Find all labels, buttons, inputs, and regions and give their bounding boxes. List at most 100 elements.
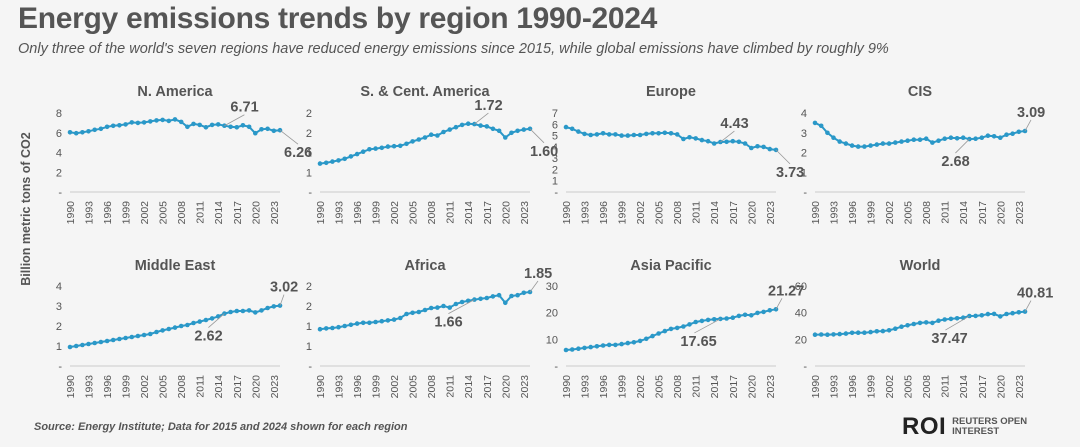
data-point <box>644 336 649 342</box>
x-tick-label: 2017 <box>977 375 989 399</box>
x-tick-label: 1996 <box>102 375 114 399</box>
y-tick-label: 40 <box>795 308 807 320</box>
data-point <box>404 311 409 317</box>
data-point <box>422 307 428 313</box>
y-tick-label: - <box>58 187 62 199</box>
x-tick-label: 2014 <box>709 201 721 225</box>
data-point <box>503 300 508 306</box>
data-point <box>259 127 264 132</box>
x-tick-label: 2023 <box>765 375 777 399</box>
x-tick-label: 2023 <box>519 201 531 225</box>
x-tick-label: 2002 <box>389 375 401 399</box>
data-point <box>843 141 849 146</box>
annotation-leader <box>208 313 225 328</box>
data-point <box>342 156 348 162</box>
data-point <box>825 130 830 136</box>
x-tick-label: 2011 <box>691 201 703 224</box>
chart-title: CIS <box>908 84 933 100</box>
x-tick-label: 2011 <box>940 201 952 224</box>
data-point <box>724 139 729 145</box>
data-point <box>178 323 184 329</box>
chart-panel-4: Middle East - 1 2 3 4 1990 1993 1996 1999 2002 2005… <box>56 258 298 398</box>
data-point <box>936 138 941 143</box>
data-point <box>160 117 165 123</box>
y-tick-label: 2 <box>306 281 312 293</box>
data-point <box>843 331 849 336</box>
x-tick-label: 2005 <box>408 375 420 399</box>
annotation-leader <box>529 280 539 293</box>
data-point <box>129 120 135 125</box>
data-point <box>336 324 341 330</box>
annotation-leader <box>279 129 299 145</box>
data-point <box>422 135 428 140</box>
data-point <box>447 127 453 132</box>
data-point <box>818 123 824 129</box>
data-point <box>253 130 258 136</box>
data-point <box>656 131 661 136</box>
data-point <box>849 143 855 148</box>
annotation-leader <box>224 114 245 127</box>
data-point <box>490 126 496 132</box>
data-point <box>1016 310 1022 315</box>
y-tick-label: - <box>554 361 558 373</box>
data-point <box>253 310 258 315</box>
x-tick-label: 2002 <box>139 375 151 399</box>
data-point <box>905 323 910 328</box>
data-point <box>730 315 736 321</box>
data-point <box>336 158 341 163</box>
data-point <box>1022 128 1028 134</box>
x-tick-label: 2017 <box>232 201 244 225</box>
data-point <box>391 143 397 149</box>
data-point <box>435 305 440 310</box>
y-tick-label: 5 <box>552 131 558 143</box>
y-tick-label: 2 <box>56 167 62 179</box>
data-point <box>923 136 929 141</box>
data-point <box>985 133 991 138</box>
y-tick-label: - <box>554 187 558 199</box>
data-point <box>699 318 705 324</box>
data-point <box>613 132 618 137</box>
annotation-leader <box>775 298 783 310</box>
x-tick-label: 2020 <box>500 201 512 225</box>
y-tick-label: 20 <box>546 308 558 320</box>
data-point <box>459 299 465 305</box>
data-point <box>755 310 760 316</box>
data-point <box>736 313 742 319</box>
data-label: 40.81 <box>1017 286 1053 302</box>
data-point <box>228 309 233 315</box>
data-point <box>265 305 270 311</box>
data-point <box>880 328 886 334</box>
data-point <box>862 330 867 336</box>
x-tick-label: 1996 <box>598 201 610 225</box>
data-point <box>619 133 624 138</box>
data-point <box>868 143 873 148</box>
data-point <box>874 142 880 147</box>
data-point <box>600 131 606 136</box>
chart-title: World <box>900 258 941 274</box>
data-label: 3.73 <box>776 165 804 181</box>
x-tick-label: 1993 <box>84 375 96 399</box>
data-point <box>668 131 674 136</box>
x-tick-label: 2020 <box>746 201 758 225</box>
data-point <box>435 133 440 138</box>
data-point <box>749 145 754 151</box>
data-point <box>973 313 978 319</box>
data-point <box>154 329 159 335</box>
data-point <box>773 307 779 312</box>
y-tick-label: 8 <box>56 108 62 120</box>
y-tick-label: 4 <box>801 108 807 120</box>
y-tick-label: 2 <box>801 148 807 160</box>
data-point <box>905 138 910 143</box>
data-point <box>496 128 502 134</box>
data-point <box>755 144 760 149</box>
page-title: Energy emissions trends by region 1990-2… <box>18 2 658 35</box>
x-tick-label: 2020 <box>250 375 262 399</box>
data-point <box>447 305 453 310</box>
data-point <box>185 124 190 130</box>
x-tick-label: 2002 <box>635 201 647 225</box>
data-point <box>117 336 122 342</box>
x-tick-label: 2023 <box>519 375 531 399</box>
data-point <box>761 144 766 150</box>
